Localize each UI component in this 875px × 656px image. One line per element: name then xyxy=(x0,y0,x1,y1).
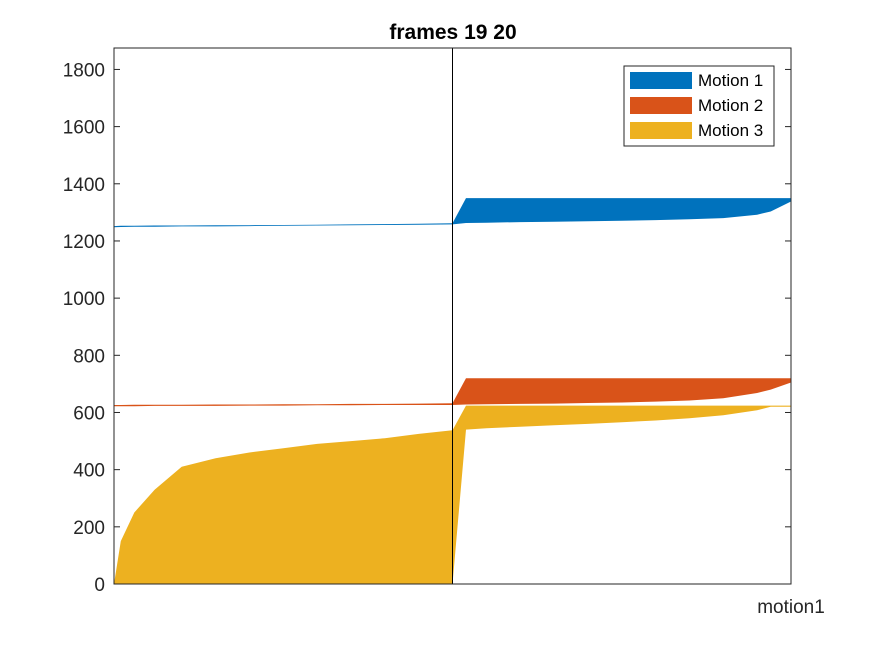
tick-layer: 0 200 400 600 800 1000 1200 1400 1600 1800 xyxy=(63,60,791,596)
legend-swatch-1 xyxy=(630,72,692,89)
y-tick-label: 200 xyxy=(73,518,105,539)
y-tick-label: 1400 xyxy=(63,175,105,196)
legend-items: Motion 1 Motion 2 Motion 3 xyxy=(630,71,763,140)
chart-title: frames 19 20 xyxy=(389,21,516,44)
y-tick-label: 600 xyxy=(73,403,105,424)
series-area-1 xyxy=(114,198,791,228)
y-tick-label: 400 xyxy=(73,461,105,482)
legend-label-3: Motion 3 xyxy=(698,121,763,140)
legend: Motion 1 Motion 2 Motion 3 xyxy=(623,65,775,147)
y-tick-label: 1000 xyxy=(63,289,105,310)
y-tick-label: 1600 xyxy=(63,118,105,139)
legend-label-2: Motion 2 xyxy=(698,96,763,115)
y-tick-label: 1800 xyxy=(63,60,105,81)
y-tick-label: 0 xyxy=(94,575,105,596)
legend-swatch-3 xyxy=(630,122,692,139)
plot-frame xyxy=(113,47,792,585)
y-tick-label: 1200 xyxy=(63,232,105,253)
series-area-2 xyxy=(114,378,791,407)
x-axis-label: motion1 xyxy=(757,597,825,618)
legend-label-1: Motion 1 xyxy=(698,71,763,90)
y-tick-label: 800 xyxy=(73,346,105,367)
legend-swatch-2 xyxy=(630,97,692,114)
